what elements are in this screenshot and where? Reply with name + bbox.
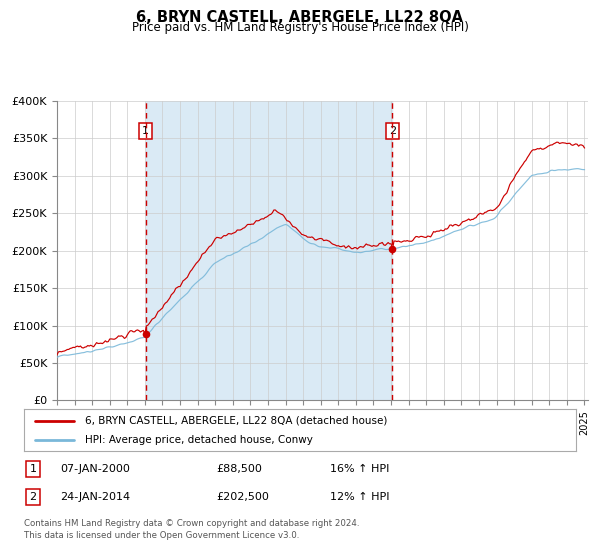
Text: 12% ↑ HPI: 12% ↑ HPI	[330, 492, 389, 502]
Text: Contains HM Land Registry data © Crown copyright and database right 2024.: Contains HM Land Registry data © Crown c…	[24, 519, 359, 528]
Text: 1: 1	[142, 126, 149, 136]
Text: 6, BRYN CASTELL, ABERGELE, LL22 8QA: 6, BRYN CASTELL, ABERGELE, LL22 8QA	[137, 10, 464, 25]
Text: 16% ↑ HPI: 16% ↑ HPI	[330, 464, 389, 474]
Text: Price paid vs. HM Land Registry's House Price Index (HPI): Price paid vs. HM Land Registry's House …	[131, 21, 469, 34]
Text: 6, BRYN CASTELL, ABERGELE, LL22 8QA (detached house): 6, BRYN CASTELL, ABERGELE, LL22 8QA (det…	[85, 416, 387, 426]
Text: £88,500: £88,500	[216, 464, 262, 474]
Text: 24-JAN-2014: 24-JAN-2014	[60, 492, 130, 502]
Text: 2: 2	[29, 492, 37, 502]
Bar	[146, 101, 392, 400]
Text: 1: 1	[29, 464, 37, 474]
Text: £202,500: £202,500	[216, 492, 269, 502]
Text: 07-JAN-2000: 07-JAN-2000	[60, 464, 130, 474]
Text: HPI: Average price, detached house, Conwy: HPI: Average price, detached house, Conw…	[85, 435, 313, 445]
Text: This data is licensed under the Open Government Licence v3.0.: This data is licensed under the Open Gov…	[24, 531, 299, 540]
Text: 2: 2	[389, 126, 396, 136]
